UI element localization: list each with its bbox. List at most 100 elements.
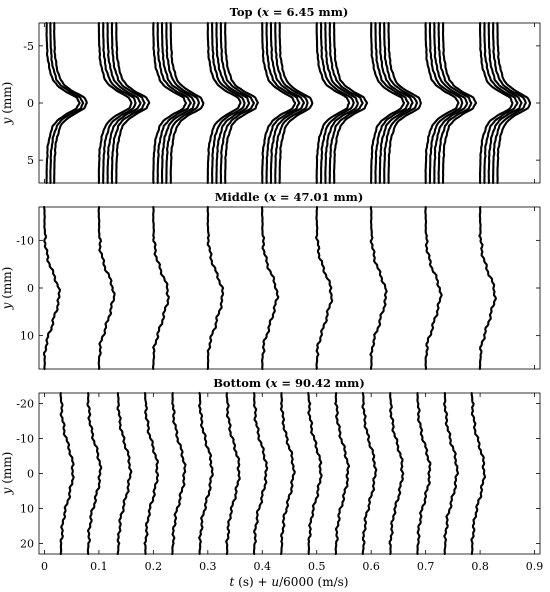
x-tick-label: 0.6 xyxy=(362,560,380,573)
profile-curve xyxy=(307,391,323,556)
x-axis-label: t (s) + u/6000 (m/s) xyxy=(230,575,349,589)
top-panel-frame xyxy=(38,22,541,184)
profile-curve xyxy=(315,21,351,185)
profile-curve xyxy=(443,391,460,556)
profile-curve xyxy=(169,21,205,185)
profile-curve xyxy=(387,21,422,185)
y-tick-label: -10 xyxy=(16,234,34,247)
profile-curve xyxy=(102,21,137,185)
profile-curve xyxy=(97,205,116,371)
profile-curve xyxy=(156,21,192,185)
profile-curve xyxy=(225,391,241,556)
profile-curve xyxy=(433,21,469,185)
profile-curve xyxy=(224,21,259,185)
x-tick-label: 0.9 xyxy=(526,560,544,573)
profile-curve xyxy=(49,21,85,185)
profile-curve xyxy=(492,21,527,185)
profile-curve xyxy=(206,21,242,185)
profile-curve xyxy=(116,391,133,556)
profile-curve xyxy=(198,391,214,556)
profile-curve xyxy=(470,391,487,556)
profile-curve xyxy=(269,21,305,185)
profile-curve xyxy=(424,21,460,185)
x-tick-label: 0.4 xyxy=(254,560,272,573)
x-tick-label: 0.7 xyxy=(417,560,435,573)
profile-curve xyxy=(45,21,81,185)
x-tick-label: 0 xyxy=(41,560,48,573)
profile-curve xyxy=(378,21,414,185)
middle-panel-ylabel: y (mm) xyxy=(0,267,14,311)
profile-curve xyxy=(428,21,464,185)
profile-curve xyxy=(171,391,187,556)
profile-curve xyxy=(219,21,255,185)
profile-curve xyxy=(374,21,410,185)
profile-curve xyxy=(265,21,301,185)
profile-curve xyxy=(152,21,188,185)
profile-curve xyxy=(369,205,388,371)
y-tick-label: 10 xyxy=(20,503,34,516)
x-tick-label: 0.5 xyxy=(308,560,326,573)
y-tick-label: -20 xyxy=(16,398,34,411)
profile-curve xyxy=(215,21,251,185)
x-tick-label: 0.3 xyxy=(199,560,217,573)
top-panel-curves xyxy=(45,21,532,185)
profile-curve xyxy=(260,205,280,371)
middle-panel-title: Middle (x = 47.01 mm) xyxy=(215,190,364,204)
profile-curve xyxy=(278,21,314,185)
profile-curve xyxy=(106,21,142,185)
y-tick-label: 0 xyxy=(27,97,34,110)
profile-curve xyxy=(441,21,478,185)
top-panel-title: Top (x = 6.45 mm) xyxy=(230,5,349,19)
profile-curve xyxy=(97,21,133,185)
profile-curve xyxy=(383,21,419,185)
top-panel-axes: -5 0 5 xyxy=(23,23,540,183)
middle-panel-frame xyxy=(38,206,541,370)
profile-curve xyxy=(206,205,225,371)
profile-curve xyxy=(43,205,62,371)
top-panel-ylabel: y (mm) xyxy=(0,82,14,126)
profile-curve xyxy=(110,21,146,185)
bottom-panel-ylabel: y (mm) xyxy=(0,452,14,496)
profile-curve xyxy=(143,391,160,556)
profile-curve xyxy=(59,391,75,556)
profile-curve xyxy=(314,205,334,371)
y-tick-label: 0 xyxy=(27,468,34,481)
profile-curve xyxy=(279,391,296,556)
profile-curve xyxy=(333,21,369,185)
profile-curve xyxy=(319,21,355,185)
profile-curve xyxy=(152,205,170,371)
bottom-panel-frame xyxy=(38,392,541,555)
x-tick-label: 0.1 xyxy=(90,560,108,573)
x-tick-label: 0.2 xyxy=(145,560,163,573)
profile-curve xyxy=(115,21,151,185)
y-tick-label: 10 xyxy=(20,330,34,343)
bottom-panel-curves xyxy=(59,391,487,556)
profile-curve xyxy=(274,21,309,185)
profile-curve xyxy=(478,21,514,185)
profile-curve xyxy=(370,21,406,185)
profile-curve xyxy=(160,21,196,185)
y-tick-label: 20 xyxy=(20,538,34,551)
profile-curve xyxy=(483,21,519,185)
profile-curve xyxy=(437,21,473,185)
profile-curve xyxy=(416,391,432,556)
profile-curve xyxy=(361,391,378,556)
profile-curve xyxy=(211,21,246,185)
profile-curve xyxy=(487,21,523,185)
profile-curve xyxy=(53,21,88,185)
profile-curve xyxy=(334,391,351,556)
middle-panel-curves xyxy=(43,205,497,371)
bottom-panel-axes: -20 -10 0 10 20 0 0.1 0.2 0.3 0.4 0.5 0.6 0.7 0.8 0.9 xyxy=(16,393,543,573)
profile-curve xyxy=(261,21,297,185)
y-tick-label: 0 xyxy=(27,282,34,295)
profile-curve xyxy=(496,21,532,185)
y-tick-label: 5 xyxy=(27,154,34,167)
profile-curve xyxy=(86,391,103,556)
profile-curve xyxy=(165,21,201,185)
profile-curve xyxy=(328,21,364,185)
middle-panel-axes: -10 0 10 xyxy=(16,207,540,369)
profile-curve xyxy=(478,205,497,371)
bottom-panel-title: Bottom (x = 90.42 mm) xyxy=(213,376,365,390)
profile-curve xyxy=(424,205,443,371)
